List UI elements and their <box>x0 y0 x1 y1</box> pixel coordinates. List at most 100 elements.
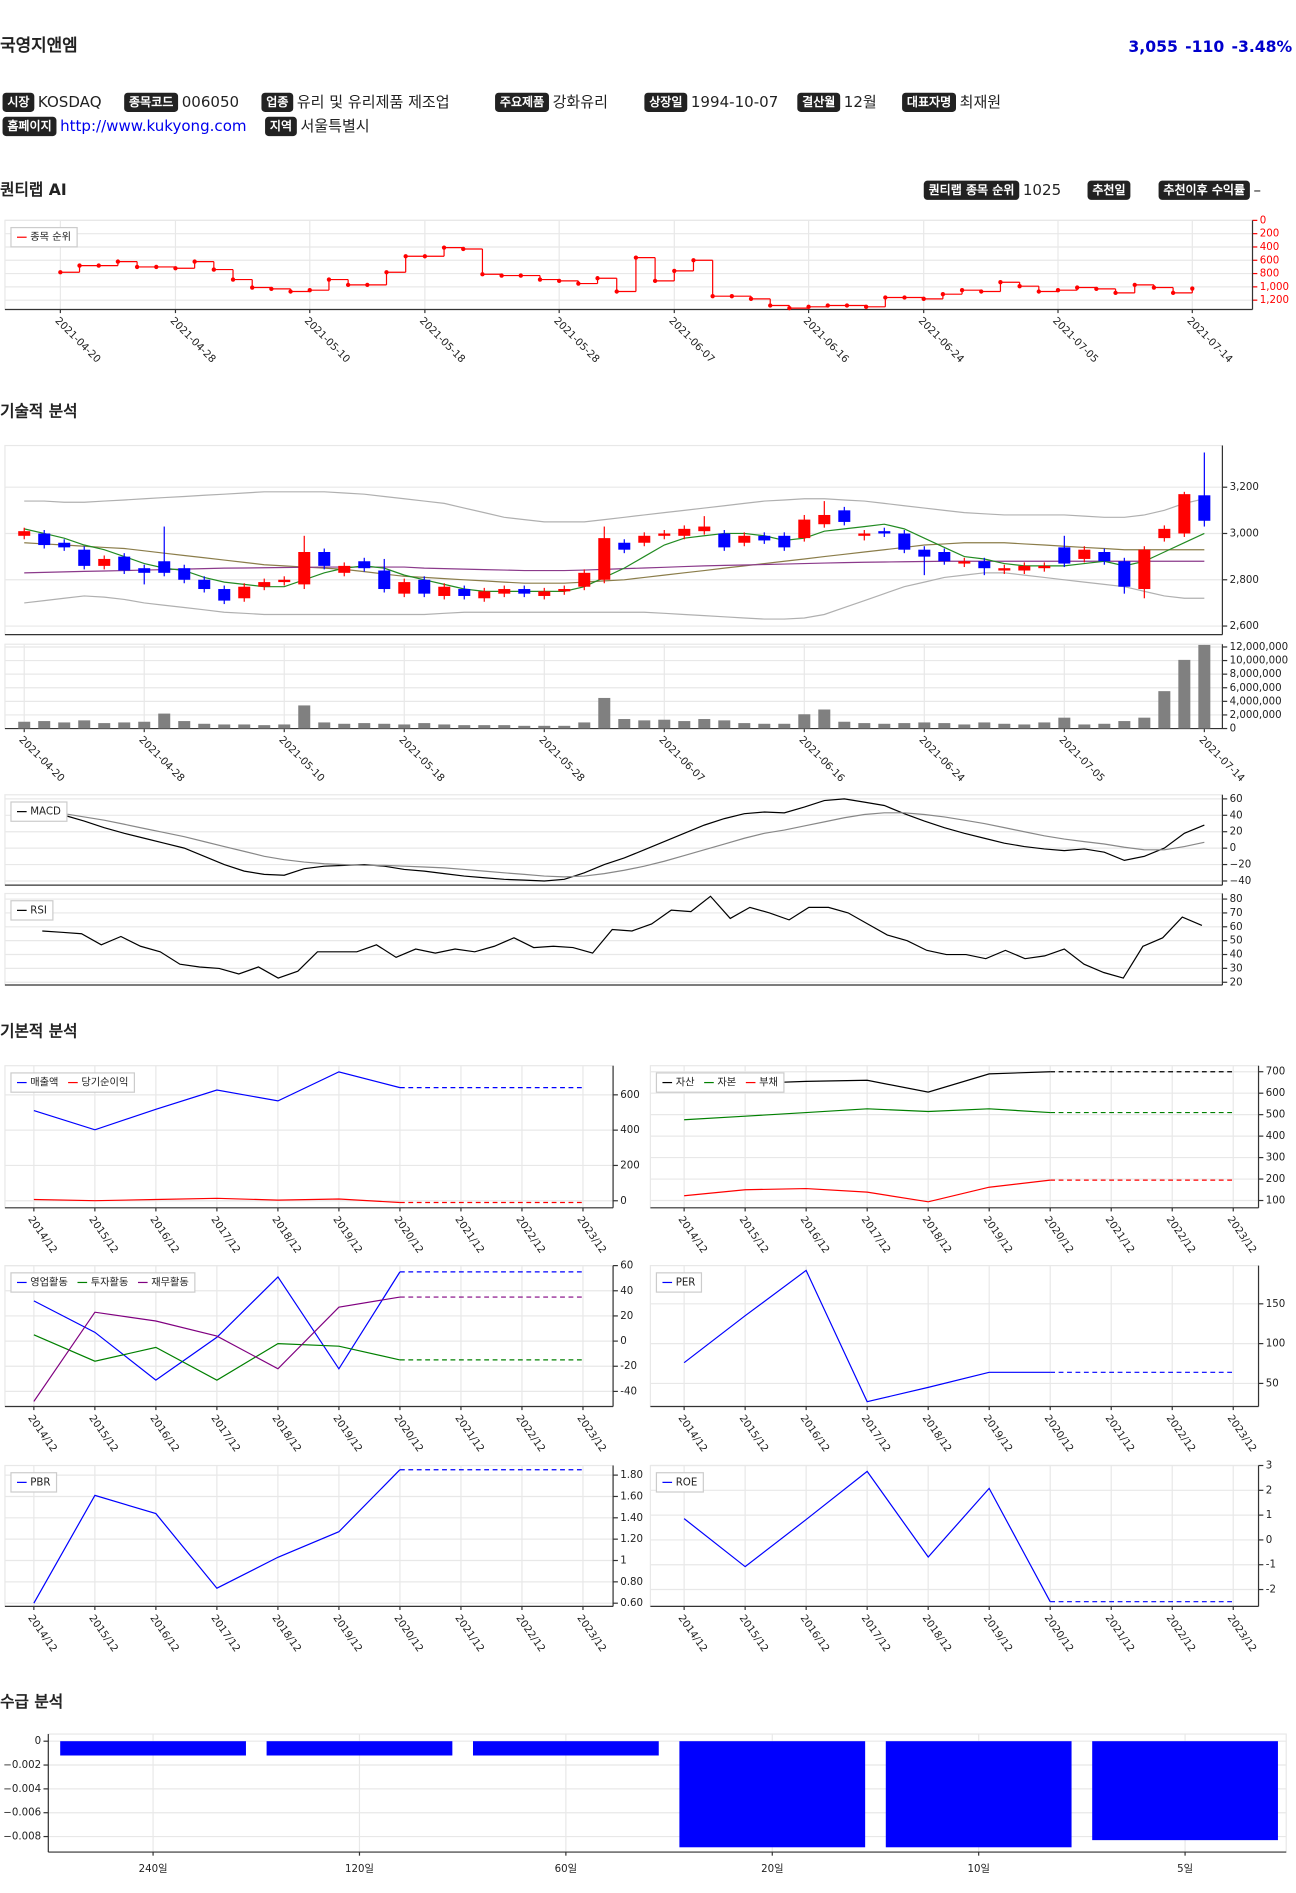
point <box>921 296 926 302</box>
candle-body <box>58 542 71 548</box>
x-tick-label: 2021-07-14 <box>1184 316 1234 366</box>
candle-body <box>998 568 1011 571</box>
x-tick-label: 2014/12 <box>676 1613 709 1654</box>
x-tick-label: 2014/12 <box>25 1215 58 1256</box>
bar <box>1018 724 1031 729</box>
candle-body <box>198 579 211 590</box>
price-change: -110 <box>1185 36 1224 55</box>
x-tick-label: 2014/12 <box>676 1215 709 1256</box>
badge <box>261 92 294 112</box>
point <box>691 258 696 263</box>
x-tick-label: 2021-05-10 <box>276 735 326 785</box>
point <box>1170 290 1176 296</box>
badge-label: 시장 <box>7 95 29 109</box>
point <box>192 259 197 264</box>
point <box>307 288 312 293</box>
info-value: 유리 및 유리제품 제조업 <box>297 93 450 111</box>
x-tick-label: 2017/12 <box>859 1215 892 1256</box>
section-title: 퀀티랩 AI <box>0 180 67 199</box>
candle-body <box>878 531 891 534</box>
candle-body <box>498 589 511 594</box>
bar <box>1198 644 1211 729</box>
legend-box <box>655 1072 785 1093</box>
candle-body <box>178 568 191 580</box>
series-line <box>684 1108 1051 1121</box>
x-tick-label: 2021-05-28 <box>551 316 601 366</box>
x-tick-label: 2021-04-20 <box>16 735 66 785</box>
y-tick-label: 2,000,000 <box>1230 710 1282 721</box>
plot-area <box>4 892 1224 986</box>
y-tick-label: 1,000 <box>1260 282 1289 293</box>
plot-area <box>4 444 1224 636</box>
bar <box>678 721 691 729</box>
point <box>403 254 408 259</box>
y-tick-label: 600 <box>1260 255 1280 266</box>
x-tick-label: 120일 <box>345 1863 374 1875</box>
point <box>173 266 178 271</box>
candle-body <box>258 582 271 587</box>
point <box>1190 286 1195 291</box>
x-tick-label: 2021/12 <box>1103 1613 1136 1654</box>
info-value: 서울특별시 <box>300 117 369 135</box>
bar <box>778 723 791 729</box>
y-tick-label: 0 <box>1230 724 1237 735</box>
x-tick-label: 2021-05-28 <box>536 735 586 785</box>
x-tick-label: 2018/12 <box>920 1613 953 1654</box>
price-change-pct: -3.48% <box>1231 36 1292 55</box>
badge <box>2 92 35 112</box>
y-tick-label: 20 <box>620 1311 633 1322</box>
x-tick-label: 2021-05-10 <box>302 316 352 366</box>
bar <box>598 697 611 729</box>
bar <box>478 725 491 729</box>
y-tick-label: -2 <box>1266 1585 1276 1596</box>
bar <box>558 725 571 729</box>
point <box>1075 285 1080 290</box>
bar <box>698 719 711 729</box>
x-tick-label: 2021-06-24 <box>916 316 966 366</box>
legend-box <box>10 1472 58 1493</box>
y-tick-label: 1 <box>620 1556 627 1567</box>
bar <box>218 724 231 729</box>
y-tick-label: −0.002 <box>3 1760 41 1771</box>
candle-body <box>1138 549 1151 590</box>
x-tick-label: 2015/12 <box>737 1613 770 1654</box>
x-tick-label: 2022/12 <box>1164 1215 1197 1256</box>
x-tick-label: 2016/12 <box>798 1413 831 1454</box>
legend-label: RSI <box>30 905 47 916</box>
y-tick-label: 40 <box>1230 810 1243 821</box>
point <box>940 292 946 297</box>
legend-box <box>10 801 68 822</box>
point <box>1036 289 1041 294</box>
legend-label: PBR <box>30 1477 50 1488</box>
point <box>115 259 121 264</box>
bar <box>1058 717 1071 729</box>
point <box>710 294 715 299</box>
series-line <box>24 808 1205 878</box>
info-value: 1994-10-07 <box>691 93 778 111</box>
bar <box>258 725 271 729</box>
point <box>652 278 658 284</box>
y-tick-label: -20 <box>620 1361 637 1372</box>
badge <box>495 92 549 112</box>
bar <box>266 1741 453 1756</box>
point <box>1151 285 1157 290</box>
x-tick-label: 2021-04-28 <box>168 316 218 366</box>
bar <box>298 705 311 729</box>
y-tick-label: 0 <box>620 1336 627 1347</box>
y-tick-label: 80 <box>1230 894 1243 905</box>
bar <box>318 722 331 729</box>
legend-label: 자산 <box>676 1077 695 1089</box>
y-tick-label: −0.004 <box>3 1784 41 1795</box>
y-tick-label: 1.80 <box>620 1470 643 1481</box>
bar <box>958 724 971 729</box>
info-value[interactable]: http://www.kukyong.com <box>60 117 247 135</box>
bar <box>679 1741 866 1848</box>
candle-body <box>838 510 851 522</box>
info-value: 006050 <box>182 93 239 111</box>
candle-body <box>738 535 751 543</box>
point <box>499 273 504 278</box>
y-tick-label: −0.008 <box>3 1832 41 1843</box>
x-tick-label: 2023/12 <box>574 1215 607 1256</box>
point <box>614 289 619 294</box>
